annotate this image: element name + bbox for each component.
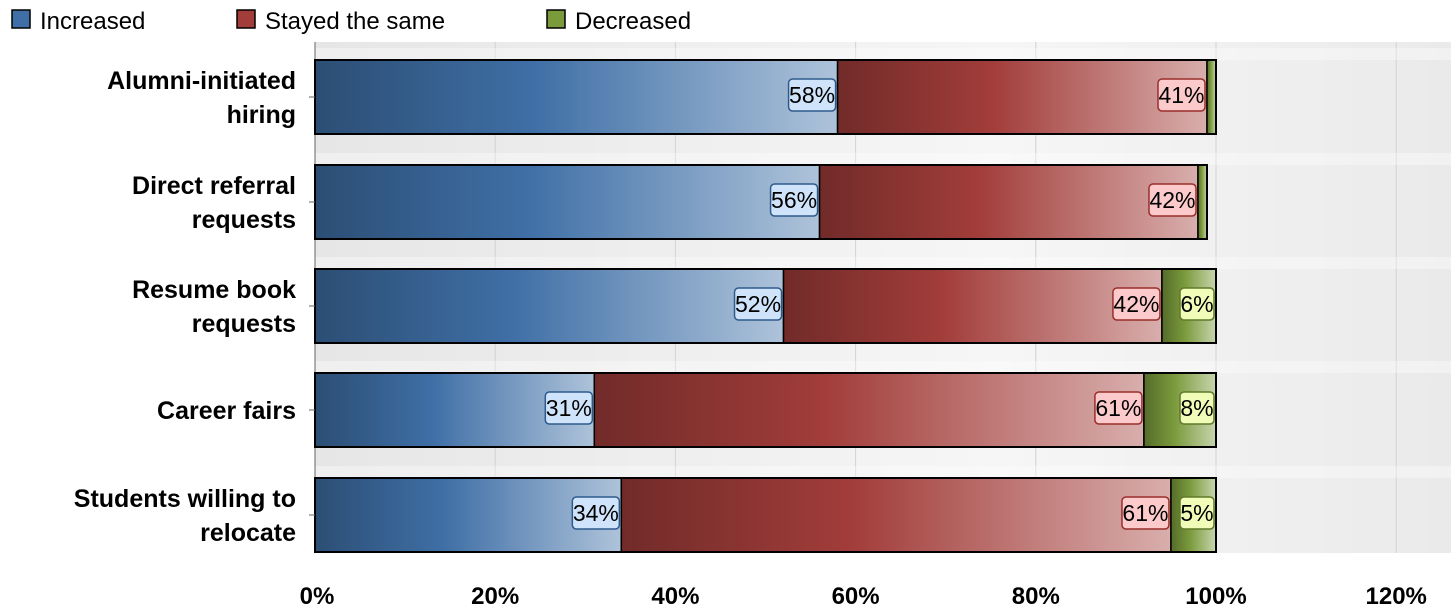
bar-increased	[314, 268, 785, 344]
x-tick-label: 0%	[300, 583, 335, 608]
data-label: 56%	[771, 187, 817, 213]
bar-stayed-the-same	[782, 268, 1163, 344]
bar-increased	[314, 477, 623, 553]
band-stripe	[315, 361, 1451, 373]
data-label-box	[1179, 391, 1215, 425]
data-label: 42%	[1149, 187, 1195, 213]
data-label: 58%	[789, 82, 835, 108]
legend-label: Increased	[40, 8, 145, 35]
x-tick-label: 40%	[651, 583, 699, 608]
bar-stayed-the-same	[836, 59, 1208, 135]
data-label: 61%	[1122, 500, 1168, 526]
data-label-box	[1157, 78, 1206, 112]
data-label: 34%	[573, 500, 619, 526]
bar-stayed-the-same	[620, 477, 1172, 553]
data-label: 41%	[1158, 82, 1204, 108]
data-label: 61%	[1095, 395, 1141, 421]
data-label-box	[1112, 287, 1161, 321]
data-label-box	[1179, 496, 1215, 530]
data-label-box	[571, 496, 621, 530]
data-label: 31%	[546, 395, 592, 421]
data-label-box	[1148, 183, 1197, 217]
band-stripe	[315, 466, 1451, 478]
legend-swatch	[236, 9, 256, 29]
category-label: Direct referral requests	[132, 172, 296, 234]
data-label: 6%	[1180, 291, 1213, 317]
data-label: 52%	[735, 291, 781, 317]
data-label: 5%	[1180, 500, 1213, 526]
data-label: 42%	[1113, 291, 1159, 317]
data-label-box	[733, 287, 783, 321]
legend-swatch	[11, 9, 31, 29]
legend-label: Stayed the same	[265, 8, 445, 35]
x-tick-label: 80%	[1012, 583, 1060, 608]
band-stripe	[315, 257, 1451, 269]
bar-increased	[314, 164, 821, 240]
bar-stayed-the-same	[593, 372, 1145, 448]
legend-label: Decreased	[575, 8, 691, 35]
category-label: Alumni-initiated hiring	[107, 67, 296, 129]
data-label-box	[544, 391, 594, 425]
data-label-box	[1179, 287, 1215, 321]
legend-swatch	[546, 9, 566, 29]
x-tick-label: 100%	[1185, 583, 1246, 608]
bar-stayed-the-same	[818, 164, 1199, 240]
data-label-box	[769, 183, 819, 217]
bar-decreased	[1206, 59, 1217, 135]
category-label: Students willing to relocate	[74, 485, 296, 547]
data-label-box	[1094, 391, 1143, 425]
bar-decreased	[1197, 164, 1208, 240]
band-stripe	[315, 48, 1451, 60]
bar-increased	[314, 59, 839, 135]
x-tick-label: 20%	[471, 583, 519, 608]
data-label-box	[787, 78, 837, 112]
x-tick-label: 60%	[832, 583, 880, 608]
legend: Increased Stayed the same Decreased	[11, 8, 691, 35]
data-label: 8%	[1180, 395, 1213, 421]
band-stripe	[315, 153, 1451, 165]
x-tick-label: 120%	[1366, 583, 1427, 608]
category-label: Resume book requests	[132, 276, 296, 338]
data-label-box	[1121, 496, 1170, 530]
category-label: Career fairs	[157, 397, 296, 425]
